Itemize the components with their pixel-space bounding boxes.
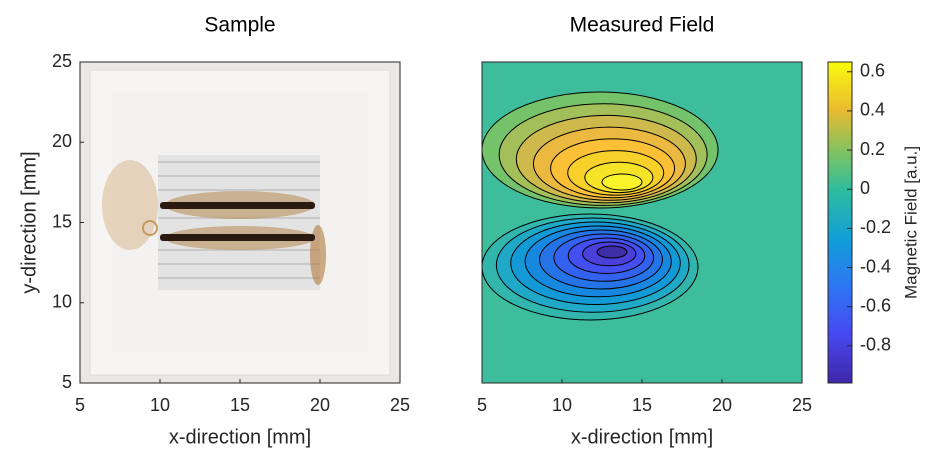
sample-photo [80,62,400,383]
x-tick-label: 5 [75,395,85,415]
x-tick-label: 10 [150,395,170,415]
x-tick-label: 25 [390,395,410,415]
x-axis-label: x-direction [mm] [571,426,713,448]
y-tick-label: 20 [52,131,72,151]
contour-level [596,245,628,259]
x-tick-label: 20 [310,395,330,415]
y-axis-label: y-direction [mm] [18,151,40,293]
y-tick-label: 5 [62,372,72,392]
field-map [482,62,802,383]
colorbar-tick-label: -0.4 [860,256,891,276]
colorbar-tick-label: 0.6 [860,61,885,81]
x-tick-label: 20 [712,395,732,415]
colorbar-tick-label: 0.2 [860,139,885,159]
y-tick-label: 10 [52,292,72,312]
y-tick-label: 15 [52,211,72,231]
contour-level [601,173,643,191]
colorbar-tick-label: -0.8 [860,335,891,355]
colorbar-tick-label: 0 [860,178,870,198]
x-tick-label: 10 [552,395,572,415]
x-tick-label: 25 [792,395,812,415]
colorbar-tick-label: -0.6 [860,295,891,315]
x-tick-label: 15 [230,395,250,415]
colorbar-label: Magnetic Field [a.u.] [901,146,920,299]
colorbar [827,61,853,384]
chart-title: Sample [204,14,275,37]
colorbar-tick-label: -0.2 [860,217,891,237]
x-axis-label: x-direction [mm] [169,426,311,448]
x-tick-label: 5 [477,395,487,415]
x-tick-label: 15 [632,395,652,415]
y-tick-label: 25 [52,51,72,71]
chart-title: Measured Field [570,14,715,37]
colorbar-tick-label: 0.4 [860,100,885,120]
